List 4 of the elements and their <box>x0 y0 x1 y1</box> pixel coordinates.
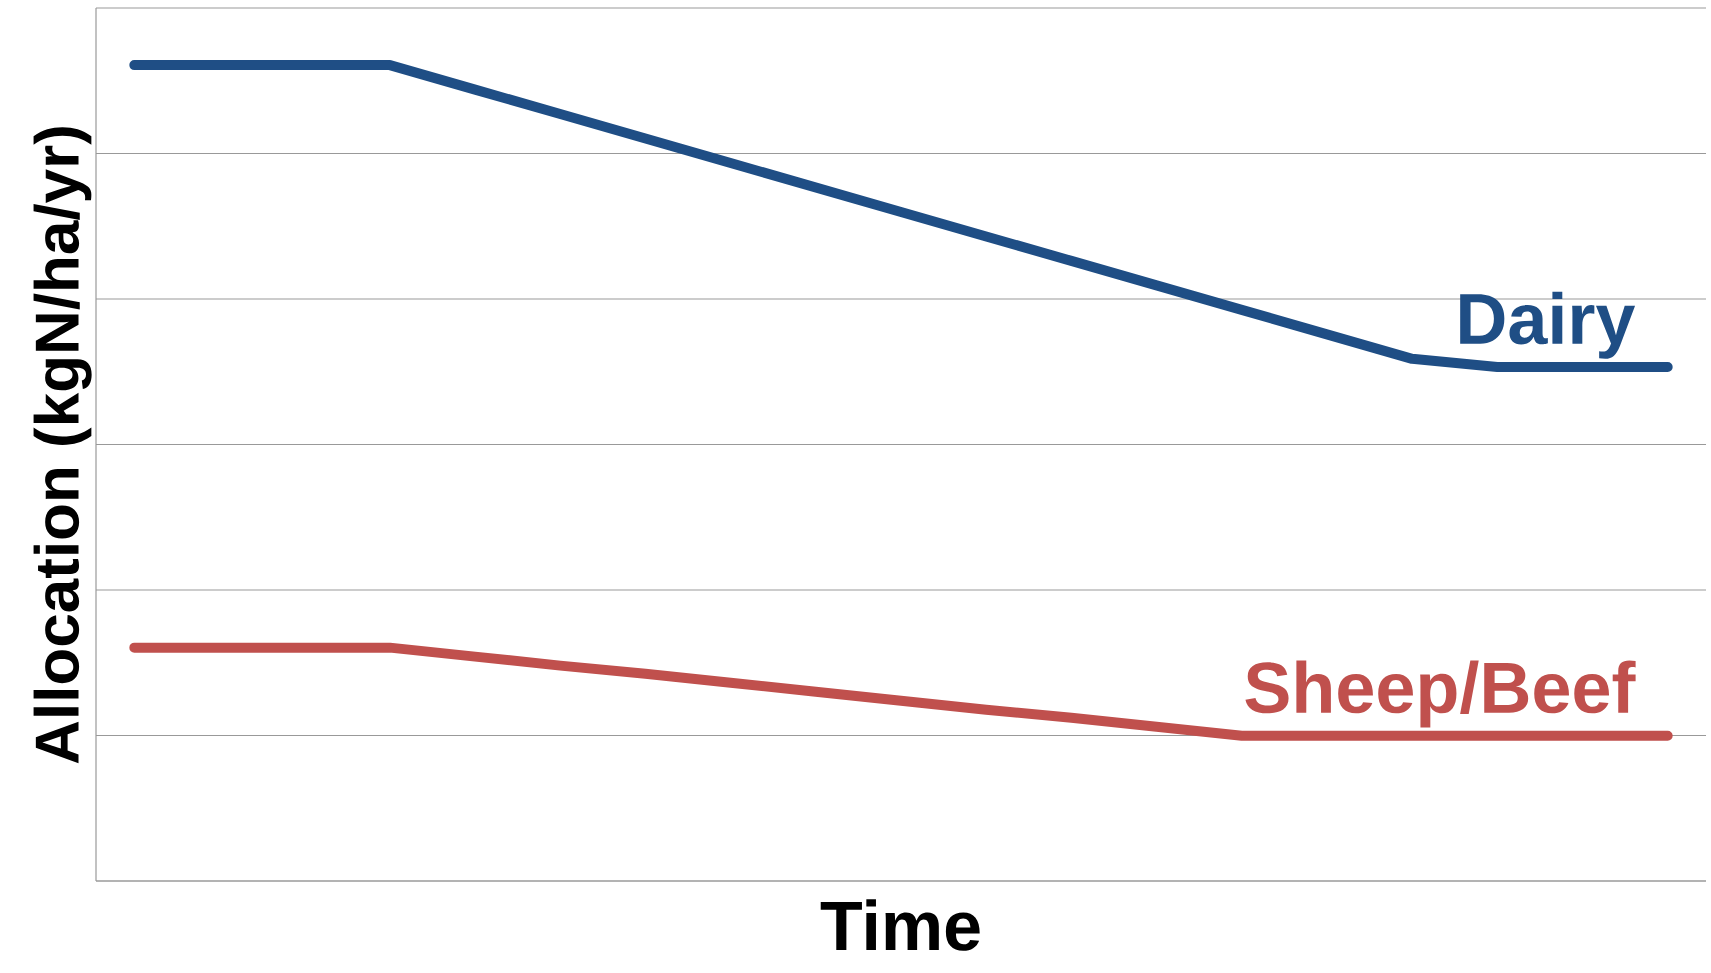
y-axis-title: Allocation (kgN/ha/yr) <box>33 127 92 764</box>
series-label: Sheep/Beef <box>1245 660 1636 728</box>
x-axis-title: Time <box>820 899 980 951</box>
series-label: Dairy <box>1460 291 1636 359</box>
